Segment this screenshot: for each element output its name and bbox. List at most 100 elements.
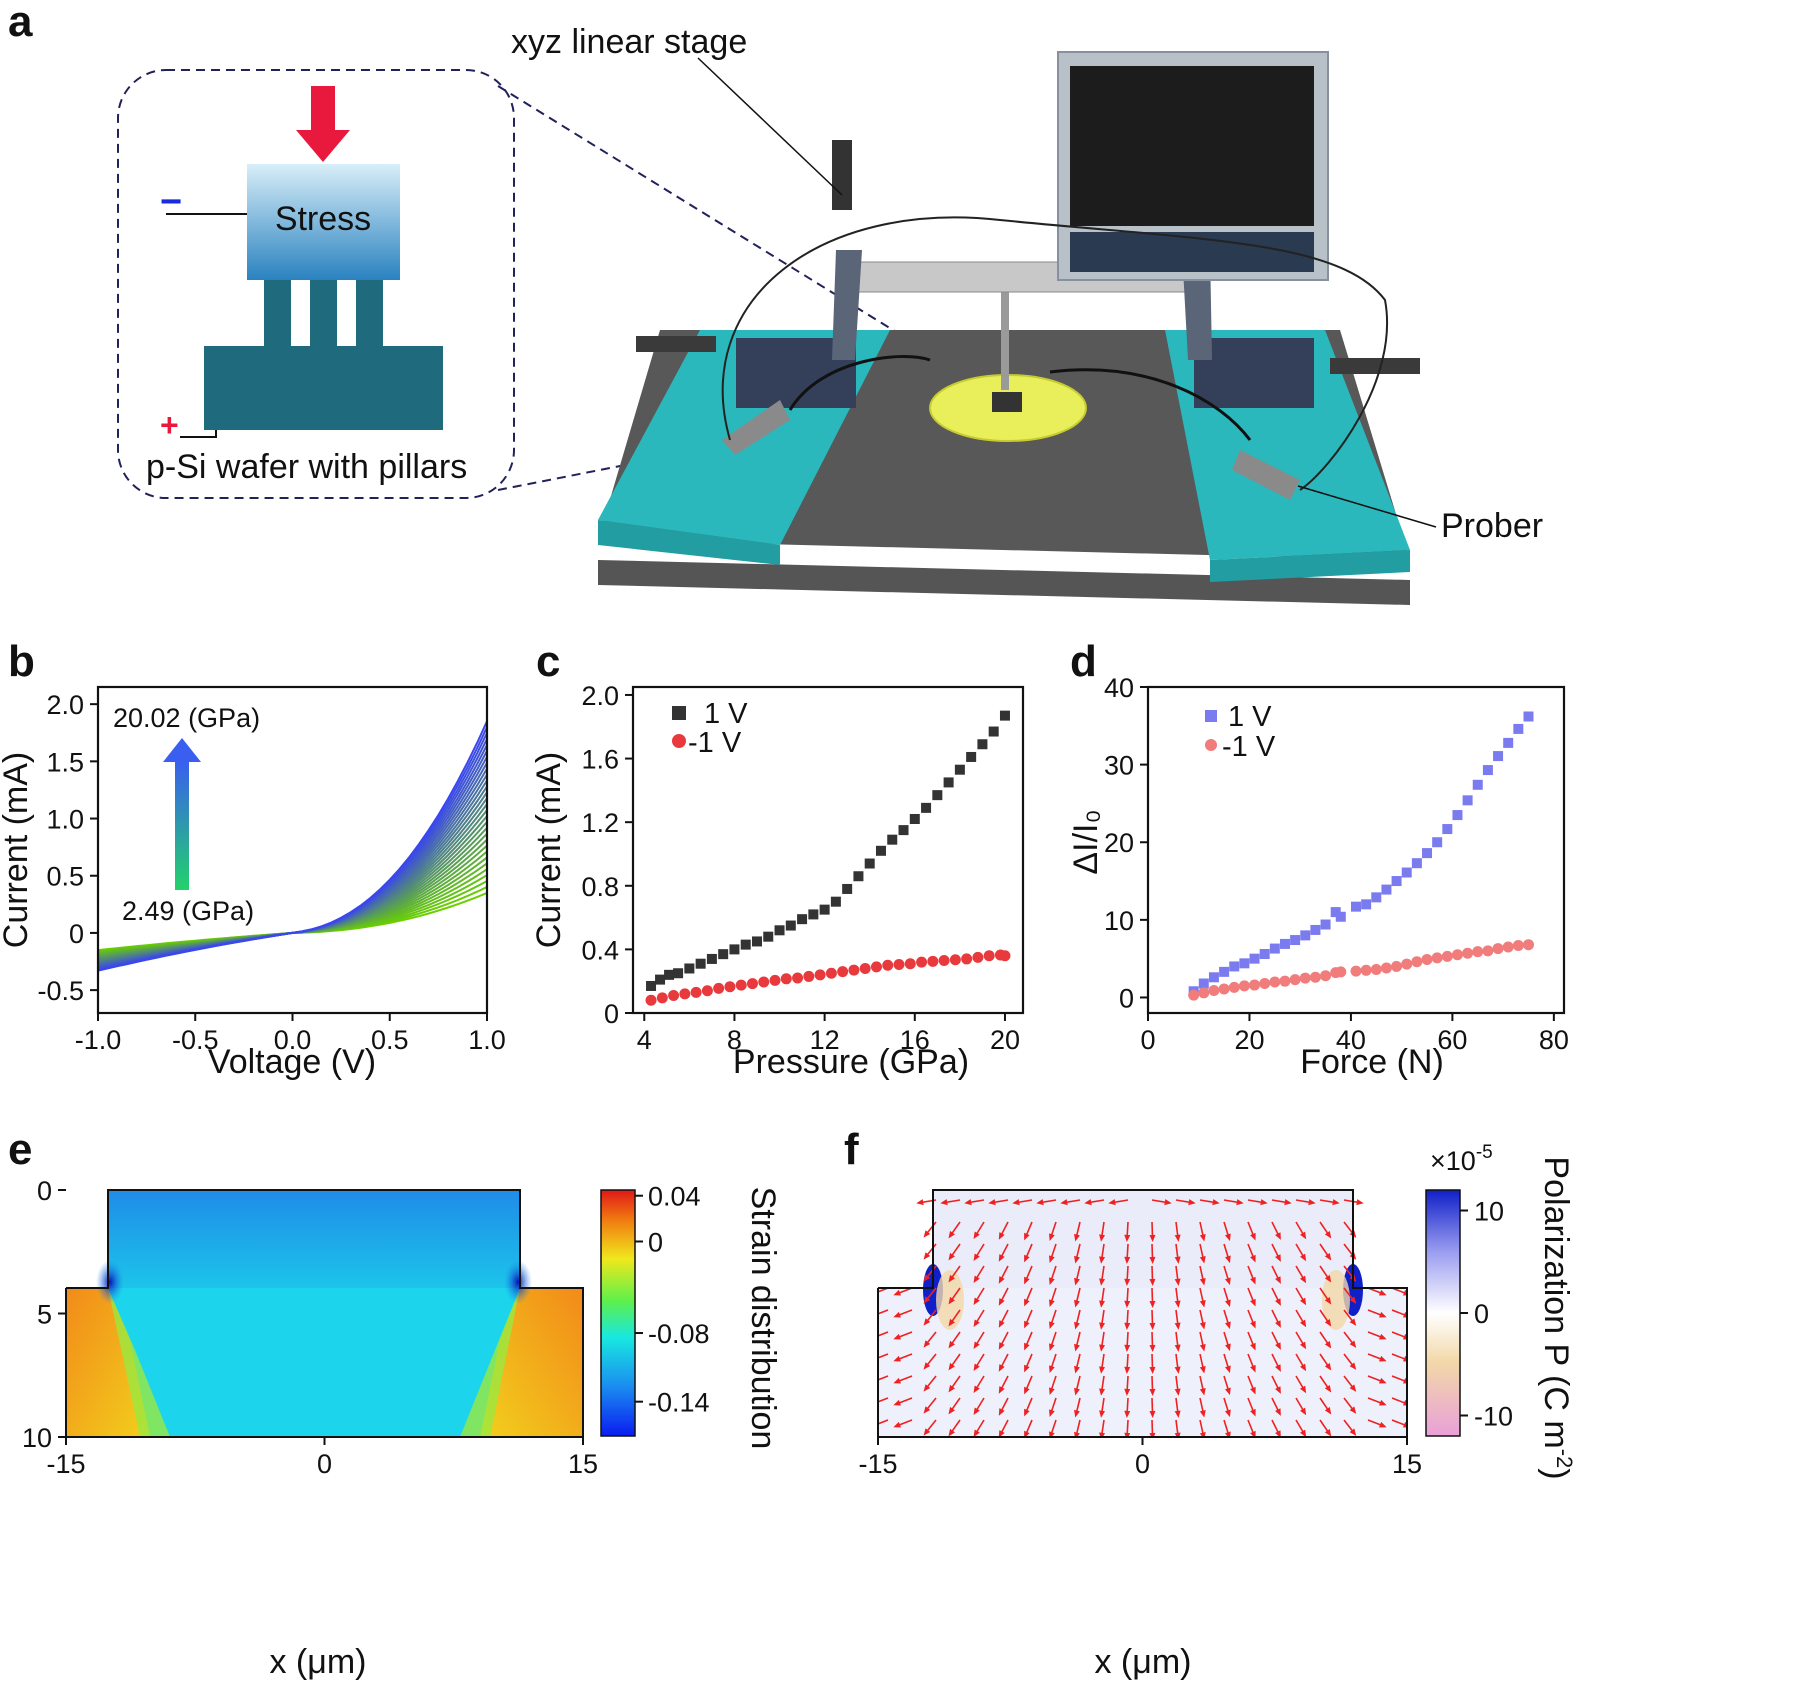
chart-c-point-neg1v [916, 956, 928, 968]
chart-c-ytick-label: 0.8 [581, 872, 619, 902]
polarization-arrow-head [964, 1199, 972, 1206]
polarization-arrow-head [1024, 1232, 1030, 1241]
polarization-arrow-head [1124, 1432, 1131, 1437]
chart-e: -15 0 15 0 5 10 0.04 0 -0.08 -0.14 Strain distri… [22, 1176, 782, 1681]
chart-e-xtick-label: 0 [317, 1449, 332, 1479]
polarization-arrow-head [869, 1422, 877, 1428]
chart-d-point-neg1v [1259, 978, 1271, 990]
chart-c-point-1v [684, 963, 695, 974]
polarization-arrow-head [1099, 1256, 1106, 1264]
polarization-arrow-head [1225, 1299, 1231, 1308]
chart-b-xtick-label: 0.0 [274, 1025, 312, 1055]
polarization-arrow-head [1324, 1297, 1332, 1305]
polarization-arrow-head [973, 1253, 980, 1262]
chart-c-point-1v [921, 802, 932, 813]
polarization-arrow-head [923, 1296, 931, 1304]
polarization-arrow-head [998, 1430, 1005, 1437]
chart-c-point-neg1v [668, 990, 680, 1002]
polarization-arrow-head [1225, 1277, 1231, 1286]
polarization-arrow-head [1149, 1322, 1156, 1330]
polarization-arrow-head [1324, 1231, 1332, 1239]
annot-bottom: 2.49 (GPa) [122, 896, 254, 926]
polarization-arrow-head [1324, 1429, 1332, 1437]
pillar-pol-field [933, 1190, 1353, 1288]
chart-d-point-neg1v [1401, 958, 1413, 970]
chart-c-xtick-label: 4 [637, 1025, 652, 1055]
polarization-arrow-head [1349, 1384, 1357, 1392]
polarization-arrow-head [1164, 1199, 1172, 1206]
colorbar-scale-exp: -5 [1476, 1142, 1493, 1163]
chart-c-point-1v [808, 909, 819, 920]
polarization-arrow [878, 1419, 889, 1425]
chart-c-point-neg1v [904, 958, 916, 970]
polarization-arrow-head [923, 1406, 931, 1414]
polarization-arrow-head [1275, 1342, 1281, 1350]
left-prober [722, 400, 790, 455]
polarization-arrow-head [1250, 1430, 1256, 1437]
polarization-arrow-head [1024, 1298, 1030, 1307]
polarization-arrow-head [948, 1428, 955, 1437]
chart-c-xtick-label: 12 [810, 1025, 840, 1055]
chart-b-xtick-label: -1.0 [75, 1025, 122, 1055]
polarization-arrow-head [998, 1276, 1005, 1284]
polarization-arrow-head [1324, 1341, 1332, 1349]
polarization-arrow-head [1174, 1366, 1181, 1374]
chart-d-point-neg1v [1411, 956, 1423, 968]
chart-d-point-1v [1249, 953, 1260, 964]
chart-d-point-neg1v [1370, 964, 1382, 976]
polarization-arrow-head [1124, 1278, 1131, 1286]
chart-e-ticks: -15 0 15 0 5 10 [22, 1176, 598, 1479]
chart-c-ytick-label: 1.6 [581, 745, 619, 775]
chart-d-point-1v [1442, 824, 1453, 835]
polarization-arrow-head [1012, 1199, 1020, 1206]
polarization-arrow-head [948, 1362, 955, 1371]
iv-curve [97, 720, 488, 972]
polarization-arrow-head [1024, 1408, 1030, 1417]
polarization-arrow-head [1174, 1300, 1181, 1308]
panel-label-f: f [844, 1125, 859, 1174]
polarization-arrow-head [1124, 1388, 1131, 1396]
chart-c-point-neg1v [983, 950, 995, 962]
polarization-arrow-head [1225, 1387, 1231, 1396]
chart-d-point-neg1v [1451, 949, 1463, 961]
chart-d-xtick-label: 40 [1336, 1025, 1366, 1055]
polarization-arrow-head [973, 1385, 980, 1394]
wafer-label: p-Si wafer with pillars [146, 448, 467, 486]
chart-f-xtick-label: 0 [1135, 1449, 1150, 1479]
colorbar-scale: ×10-5 [1430, 1142, 1493, 1176]
chart-c-point-1v [932, 790, 943, 801]
polarization-label-base: Polarization P (C m [1537, 1156, 1575, 1448]
chart-b-ticks: -1.0 -0.5 0.0 0.5 1.0 -0.5 0 0.5 1.0 1.5 2.0 [37, 690, 505, 1055]
polarization-arrow-head [998, 1320, 1005, 1328]
right-knob [1330, 358, 1420, 374]
polarization-arrow-head [1324, 1363, 1332, 1371]
polarization-arrow-head [1174, 1256, 1181, 1264]
chart-d-xlabel: Force (N) [1300, 1043, 1444, 1081]
chart-f: -15 0 15 100-10 ×10-5 Polarization P (C m-… [858, 1142, 1577, 1681]
polarization-arrow-head [1300, 1275, 1307, 1284]
chart-b-ytick-label: 2.0 [46, 690, 84, 720]
chart-f-xlabel: x (μm) [1094, 1643, 1191, 1681]
polarization-arrow-head [1124, 1322, 1131, 1330]
polarization-arrows [869, 1199, 1407, 1437]
polarization-arrow-head [1308, 1199, 1316, 1206]
polarization-arrow-head [1149, 1278, 1156, 1286]
left-knob [636, 336, 716, 352]
chart-d-point-neg1v [1380, 962, 1392, 974]
polarization-arrow-head [1324, 1385, 1332, 1393]
polarization-arrow-head [1084, 1199, 1092, 1206]
polarization-arrow-head [923, 1274, 931, 1282]
right-pol-negative [1322, 1270, 1350, 1330]
polarization-arrow-head [940, 1199, 948, 1206]
chart-c-frame [631, 685, 1025, 1015]
left-green-band [108, 1288, 170, 1437]
strain-colorbar-label: Strain distribution [744, 1187, 782, 1450]
polarization-arrow-head [1199, 1388, 1206, 1396]
polarization-arrow-head [1199, 1322, 1206, 1330]
polarization-arrow-head [1099, 1410, 1106, 1418]
right-prober [1232, 450, 1300, 500]
polarization-arrow-head [869, 1378, 877, 1384]
chart-c-point-1v [898, 825, 909, 836]
probe-station-illustration [598, 51, 1420, 605]
